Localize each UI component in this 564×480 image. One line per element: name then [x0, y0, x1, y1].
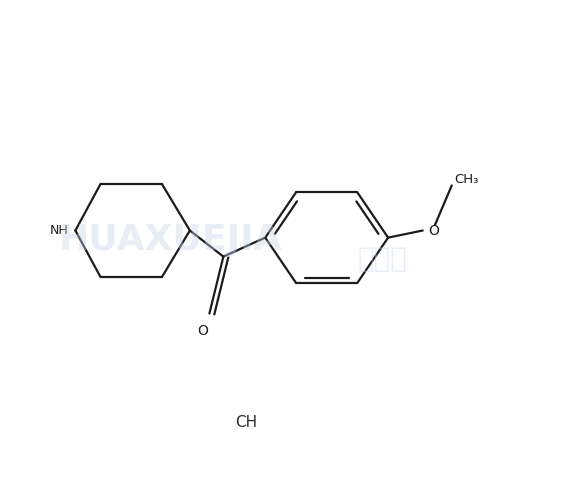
Text: NH: NH — [50, 224, 69, 237]
Text: 化学加: 化学加 — [358, 245, 407, 273]
Text: CH₃: CH₃ — [455, 173, 479, 186]
Text: O: O — [197, 324, 208, 338]
Text: HUAXUEJIA: HUAXUEJIA — [59, 223, 282, 257]
Text: CH: CH — [235, 415, 257, 430]
Text: O: O — [428, 224, 439, 238]
